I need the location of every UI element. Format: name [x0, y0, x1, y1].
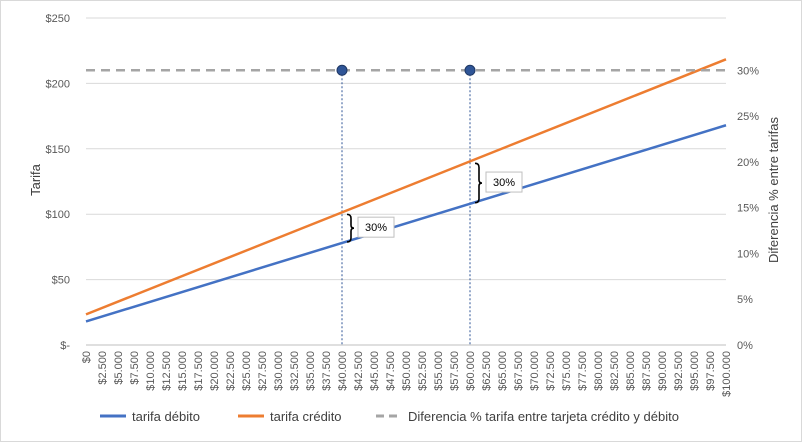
- x-tick-label: $60.000: [465, 351, 477, 391]
- x-tick-label: $82.500: [609, 351, 621, 391]
- x-tick-label: $47.500: [385, 351, 397, 391]
- reference-lines: [341, 70, 471, 345]
- y-right-tick-label: 5%: [737, 294, 753, 306]
- annotation-box: [485, 171, 523, 193]
- x-tick-label: $30.000: [273, 351, 285, 391]
- series-line-1: [85, 124, 727, 323]
- data-marker: [464, 64, 476, 76]
- x-tick-label: $22.500: [225, 351, 237, 391]
- x-tick-label: $52.500: [417, 351, 429, 391]
- x-tick-label: $15.000: [177, 351, 189, 391]
- bracket-annotation: [474, 162, 483, 204]
- x-tick-label: $40.000: [337, 351, 349, 391]
- x-tick-label: $45.000: [369, 351, 381, 391]
- x-tick-label: $65.000: [497, 351, 509, 391]
- y-right-tick-label: 20%: [737, 157, 759, 169]
- x-tick-label: $0: [81, 351, 93, 363]
- y-left-tick-label: $50: [52, 275, 70, 287]
- x-tick-label: $97.500: [705, 351, 717, 391]
- y-left-tick-label: $200: [46, 78, 70, 90]
- x-tick-label: $80.000: [593, 351, 605, 391]
- x-tick-label: $12.500: [161, 351, 173, 391]
- y-right-tick-label: 15%: [737, 203, 759, 215]
- series: [85, 58, 727, 323]
- x-tick-label: $62.500: [481, 351, 493, 391]
- x-tick-label: $70.000: [529, 351, 541, 391]
- x-tick-label: $92.500: [673, 351, 685, 391]
- x-tick-label: $42.500: [353, 351, 365, 391]
- x-tick-label: $87.500: [641, 351, 653, 391]
- x-tick-label: $100.000: [721, 351, 733, 397]
- x-tick-label: $32.500: [289, 351, 301, 391]
- x-tick-label: $67.500: [513, 351, 525, 391]
- annotation-box: [357, 216, 395, 238]
- x-tick-label: $85.000: [625, 351, 637, 391]
- y-right-tick-label: 0%: [737, 340, 753, 352]
- data-marker: [336, 64, 348, 76]
- x-tick-label: $27.500: [257, 351, 269, 391]
- annotation-label: 30%: [493, 177, 515, 189]
- annotation-label: 30%: [365, 222, 387, 234]
- x-tick-label: $77.500: [577, 351, 589, 391]
- legend-label-3: Diferencia % tarifa entre tarjeta crédit…: [408, 409, 679, 424]
- x-tick-label: $5.000: [113, 351, 125, 385]
- gridlines: [86, 17, 726, 281]
- legend: tarifa débito tarifa crédito Diferencia % …: [100, 409, 679, 424]
- y-axis-title-right: Diferencia % entre tarifas: [766, 117, 781, 263]
- y-axis-title-left: Tarifa: [28, 163, 43, 196]
- axes: $- $50 $100 $150 $200 $250 0% 5% 10% 15% 20% 25% 30%…: [46, 13, 760, 397]
- x-tick-label: $17.500: [193, 351, 205, 391]
- legend-label-1: tarifa débito: [132, 409, 200, 424]
- x-tick-label: $75.000: [561, 351, 573, 391]
- annotations: 30% 30%: [346, 162, 523, 243]
- x-tick-label: $20.000: [209, 351, 221, 391]
- x-tick-label: $55.000: [433, 351, 445, 391]
- x-tick-label: $50.000: [401, 351, 413, 391]
- x-tick-label: $72.500: [545, 351, 557, 391]
- y-left-tick-label: $150: [46, 144, 70, 156]
- y-right-tick-label: 25%: [737, 111, 759, 123]
- y-right-tick-label: 10%: [737, 248, 759, 260]
- x-tick-label: $25.000: [241, 351, 253, 391]
- y-right-tick-label: 30%: [737, 65, 759, 77]
- x-tick-label: $35.000: [305, 351, 317, 391]
- x-tick-label: $10.000: [145, 351, 157, 391]
- x-tick-label: $95.000: [689, 351, 701, 391]
- series-line-2: [85, 58, 727, 316]
- x-tick-label: $37.500: [321, 351, 333, 391]
- x-tick-label: $57.500: [449, 351, 461, 391]
- y-left-tick-label: $250: [46, 13, 70, 25]
- x-tick-label: $90.000: [657, 351, 669, 391]
- x-tick-label: $7.500: [129, 351, 141, 385]
- y-left-tick-label: $-: [60, 340, 70, 352]
- y-left-tick-label: $100: [46, 209, 70, 221]
- bracket-annotation: [346, 213, 355, 243]
- legend-label-2: tarifa crédito: [270, 409, 342, 424]
- x-tick-label: $2.500: [97, 351, 109, 385]
